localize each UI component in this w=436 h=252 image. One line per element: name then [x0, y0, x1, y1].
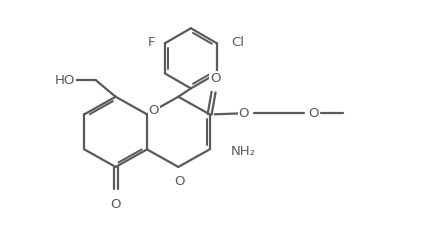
Text: Cl: Cl: [232, 36, 245, 49]
Text: HO: HO: [54, 74, 75, 86]
Text: O: O: [308, 107, 318, 120]
Text: O: O: [238, 107, 249, 120]
Text: O: O: [210, 72, 221, 85]
Text: O: O: [110, 198, 121, 211]
Text: O: O: [148, 104, 159, 117]
Text: NH₂: NH₂: [231, 145, 255, 159]
Text: O: O: [174, 175, 184, 188]
Text: F: F: [147, 36, 155, 49]
